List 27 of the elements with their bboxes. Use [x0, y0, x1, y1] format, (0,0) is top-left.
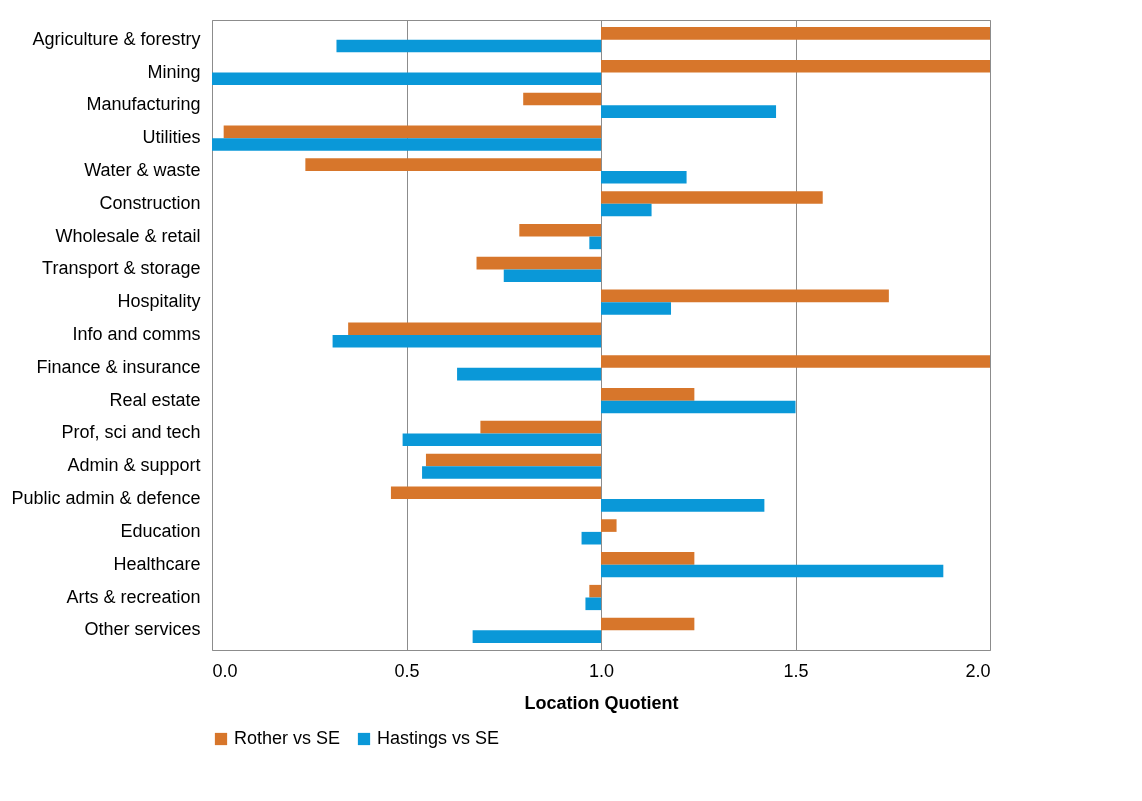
y-tick-label: Education — [120, 520, 201, 541]
y-tick-label: Construction — [99, 192, 201, 213]
y-tick-label: Utilities — [142, 127, 201, 148]
y-tick-label: Agriculture & forestry — [32, 28, 201, 49]
legend-label: Hastings vs SE — [377, 728, 500, 748]
y-tick-label: Prof, sci and tech — [61, 422, 201, 443]
x-tick-label: 1.0 — [588, 660, 615, 681]
y-tick-label: Admin & support — [67, 455, 201, 476]
x-axis-title: Location Quotient — [524, 692, 679, 713]
x-tick-label: 1.5 — [783, 660, 809, 681]
x-tick-label: 0.5 — [394, 660, 420, 681]
y-tick-label: Other services — [84, 619, 201, 640]
y-tick-label: Healthcare — [113, 553, 201, 574]
y-tick-label: Transport & storage — [42, 258, 201, 279]
y-tick-label: Public admin & defence — [11, 488, 201, 509]
y-tick-label: Manufacturing — [86, 94, 201, 115]
y-tick-label: Info and comms — [72, 324, 201, 344]
x-tick-label: 2.0 — [965, 660, 991, 681]
y-tick-label: Finance & insurance — [36, 356, 201, 377]
y-tick-label: Real estate — [109, 389, 201, 410]
y-tick-label: Hospitality — [117, 291, 201, 312]
x-tick-label: 0.0 — [212, 660, 238, 681]
y-tick-label: Wholesale & retail — [55, 225, 201, 246]
y-tick-label: Water & waste — [84, 159, 201, 180]
legend-label: Rother vs SE — [234, 728, 341, 748]
y-tick-label: Arts & recreation — [66, 586, 201, 607]
y-tick-label: Mining — [147, 61, 201, 82]
